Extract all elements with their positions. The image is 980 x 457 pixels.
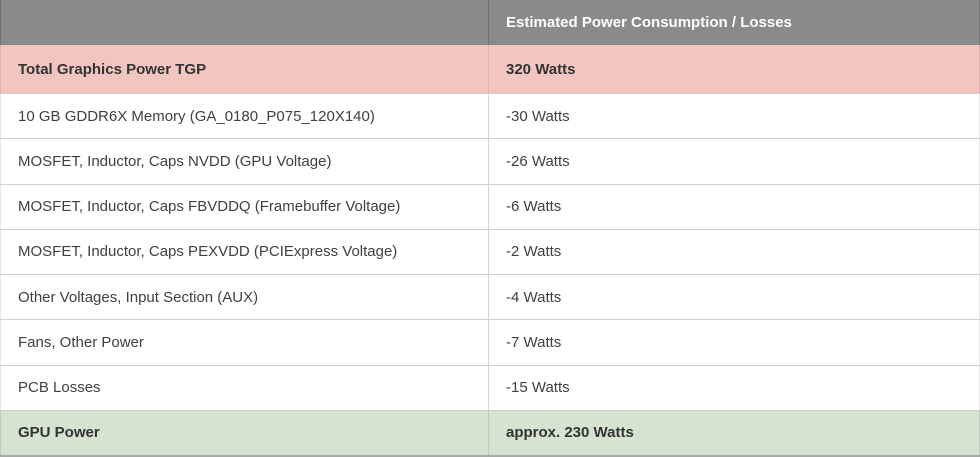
power-value: approx. 230 Watts [488,410,980,455]
table-row: Fans, Other Power -7 Watts [0,319,980,365]
header-cell-blank [0,0,488,45]
power-value: -4 Watts [488,275,980,320]
table-row: PCB Losses -15 Watts [0,364,980,410]
power-value: -7 Watts [488,320,980,365]
table-row: MOSFET, Inductor, Caps NVDD (GPU Voltage… [0,138,980,184]
power-value: -26 Watts [488,139,980,184]
power-value: -30 Watts [488,94,980,139]
power-value: -2 Watts [488,229,980,274]
component-label: 10 GB GDDR6X Memory (GA_0180_P075_120X14… [0,94,488,139]
component-label: MOSFET, Inductor, Caps FBVDDQ (Framebuff… [0,184,488,229]
table-row: Other Voltages, Input Section (AUX) -4 W… [0,274,980,320]
power-value: -15 Watts [488,365,980,410]
table-header-row: Estimated Power Consumption / Losses [0,0,980,45]
power-value: -6 Watts [488,184,980,229]
table-row: MOSFET, Inductor, Caps FBVDDQ (Framebuff… [0,183,980,229]
component-label: MOSFET, Inductor, Caps PEXVDD (PCIExpres… [0,229,488,274]
component-label: Fans, Other Power [0,320,488,365]
component-label: MOSFET, Inductor, Caps NVDD (GPU Voltage… [0,139,488,184]
table-row: GPU Power approx. 230 Watts [0,409,980,455]
power-value: 320 Watts [488,45,980,93]
table-row: MOSFET, Inductor, Caps PEXVDD (PCIExpres… [0,228,980,274]
component-label: Other Voltages, Input Section (AUX) [0,275,488,320]
table-row: 10 GB GDDR6X Memory (GA_0180_P075_120X14… [0,93,980,139]
table-row: Total Graphics Power TGP 320 Watts [0,45,980,93]
component-label: PCB Losses [0,365,488,410]
component-label: Total Graphics Power TGP [0,45,488,93]
header-cell-estimated-power: Estimated Power Consumption / Losses [488,0,980,45]
component-label: GPU Power [0,410,488,455]
